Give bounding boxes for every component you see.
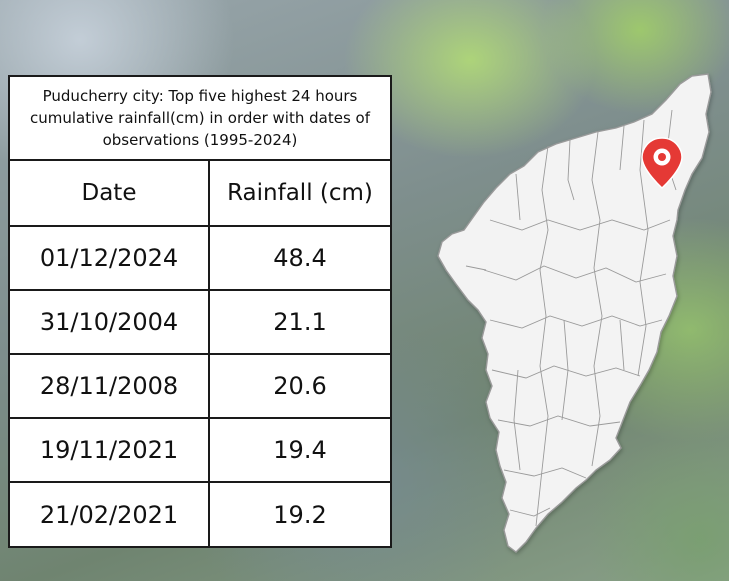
cell-date: 28/11/2008: [10, 355, 210, 417]
header-date: Date: [10, 161, 210, 225]
cell-rainfall: 19.4: [273, 436, 327, 464]
district-map: [437, 73, 712, 553]
table-row: 21/02/2021 19.2: [10, 483, 390, 547]
table-header-row: Date Rainfall (cm): [10, 161, 390, 227]
table-row: 31/10/2004 21.1: [10, 291, 390, 355]
table-caption: Puducherry city: Top five highest 24 hou…: [10, 77, 390, 161]
header-rainfall: Rainfall (cm): [227, 180, 373, 206]
table-row: 01/12/2024 48.4: [10, 227, 390, 291]
cell-date: 19/11/2021: [10, 419, 210, 481]
rainfall-table: Puducherry city: Top five highest 24 hou…: [8, 75, 392, 548]
cell-rainfall: 21.1: [273, 308, 327, 336]
cell-date: 31/10/2004: [10, 291, 210, 353]
cell-rainfall: 20.6: [273, 372, 327, 400]
cell-date: 21/02/2021: [10, 483, 210, 547]
table-row: 19/11/2021 19.4: [10, 419, 390, 483]
location-pin-icon: [641, 137, 683, 190]
cell-rainfall: 48.4: [273, 244, 327, 272]
cell-rainfall: 19.2: [273, 501, 327, 529]
cell-date: 01/12/2024: [10, 227, 210, 289]
table-row: 28/11/2008 20.6: [10, 355, 390, 419]
district-borders: [465, 109, 677, 527]
